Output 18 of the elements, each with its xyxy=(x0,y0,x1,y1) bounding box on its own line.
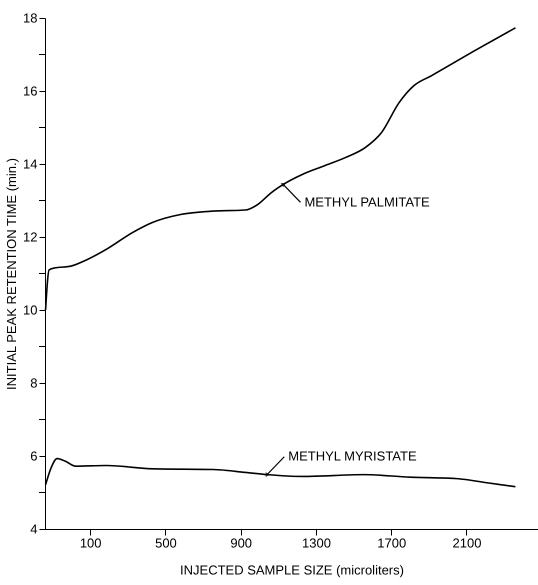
y-tick-label: 6 xyxy=(30,448,38,464)
x-tick-label: 2100 xyxy=(452,536,482,550)
x-tick-label: 900 xyxy=(230,536,252,550)
x-tick-label: 1700 xyxy=(377,536,406,550)
x-axis-title: INJECTED SAMPLE SIZE (microliters) xyxy=(180,562,404,578)
x-tick-label: 500 xyxy=(155,536,177,550)
annotation: METHYL MYRISTATE xyxy=(288,448,417,464)
y-tick-label: 16 xyxy=(23,84,38,98)
y-tick-label: 8 xyxy=(30,376,38,390)
x-tick-label: 1300 xyxy=(302,536,331,550)
y-axis-title: INITIAL PEAK RETENTION TIME (min.) xyxy=(4,158,20,390)
y-tick-label: 4 xyxy=(30,522,38,536)
x-tick-label: 100 xyxy=(80,536,102,550)
y-tick-label: 12 xyxy=(23,230,38,244)
y-tick-label: 14 xyxy=(23,156,38,172)
annotation: METHYL PALMITATE xyxy=(304,194,430,210)
y-tick-label: 18 xyxy=(23,10,38,26)
y-tick-label: 10 xyxy=(23,302,38,318)
